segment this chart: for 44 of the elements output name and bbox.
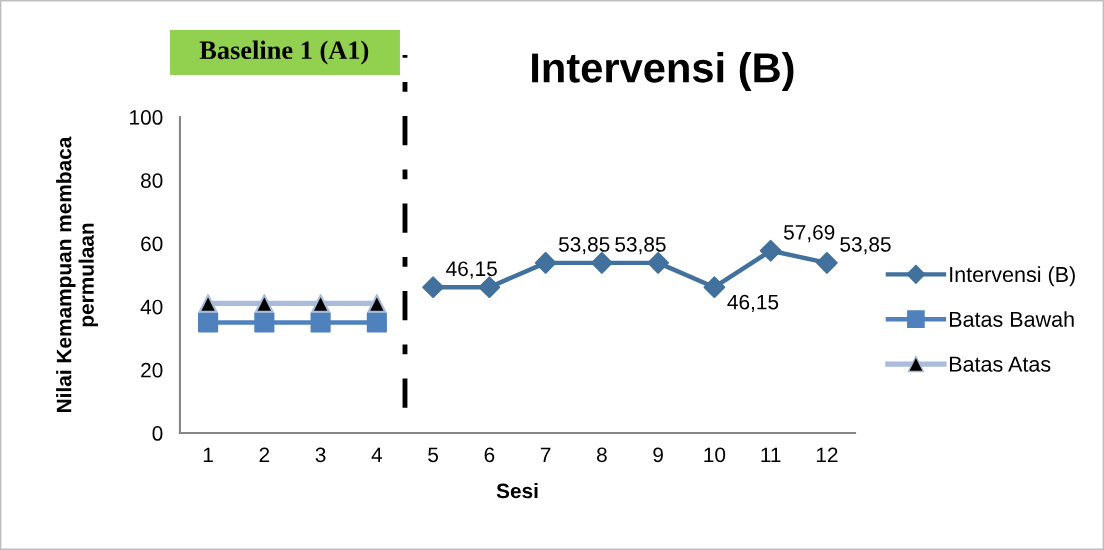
point [759,239,782,262]
data-label: 57,69 [783,224,835,243]
legend-label: Batas Bawah [949,311,1074,327]
data-label: 53,85 [558,237,610,255]
point [534,252,557,274]
x-tick-label: 3 [315,447,326,463]
x-tick-label: 5 [428,447,439,463]
x-tick-label: 8 [597,447,607,463]
x-tick-label: 1 [203,447,213,462]
point [254,312,275,333]
point [367,294,387,313]
x-tick-label: 7 [540,447,551,462]
point [310,312,331,333]
point [703,276,726,299]
y-tick-label: 40 [140,299,163,315]
y-tick-label: 20 [141,362,163,378]
x-axis-title: Sesi [496,482,538,499]
data-label: 46,15 [727,294,779,312]
text: Intervensi (B) [532,52,794,91]
x-tick-label: 2 [259,447,270,462]
y-axis-title: Nilai Kemampuan membaca permulaan [56,136,98,412]
y-tick-label: 60 [141,236,163,252]
x-tick-label: 10 [704,447,726,463]
point [254,294,274,313]
point [366,312,387,333]
point [816,252,838,274]
x-tick-label: 4 [371,447,383,462]
y-tick-label: 80 [141,173,163,188]
x-tick-label: 11 [761,447,781,462]
legend-label: Intervensi (B) [950,266,1075,287]
data-label: 53,85 [840,237,891,255]
data-label: 53,85 [615,237,666,255]
data-label: 46,15 [446,261,497,279]
point [311,294,330,313]
y-tick-label: 100 [130,110,163,125]
legend-label: Batas Atas [949,356,1051,372]
x-tick-label: 9 [653,447,663,463]
point [422,276,444,299]
x-tick-label: 12 [816,447,838,462]
point [198,312,219,333]
x-tick-label: 6 [484,447,495,463]
text: Baseline 1 (A1) [199,40,369,65]
point [198,294,218,313]
y-tick-label: 0 [152,426,163,441]
